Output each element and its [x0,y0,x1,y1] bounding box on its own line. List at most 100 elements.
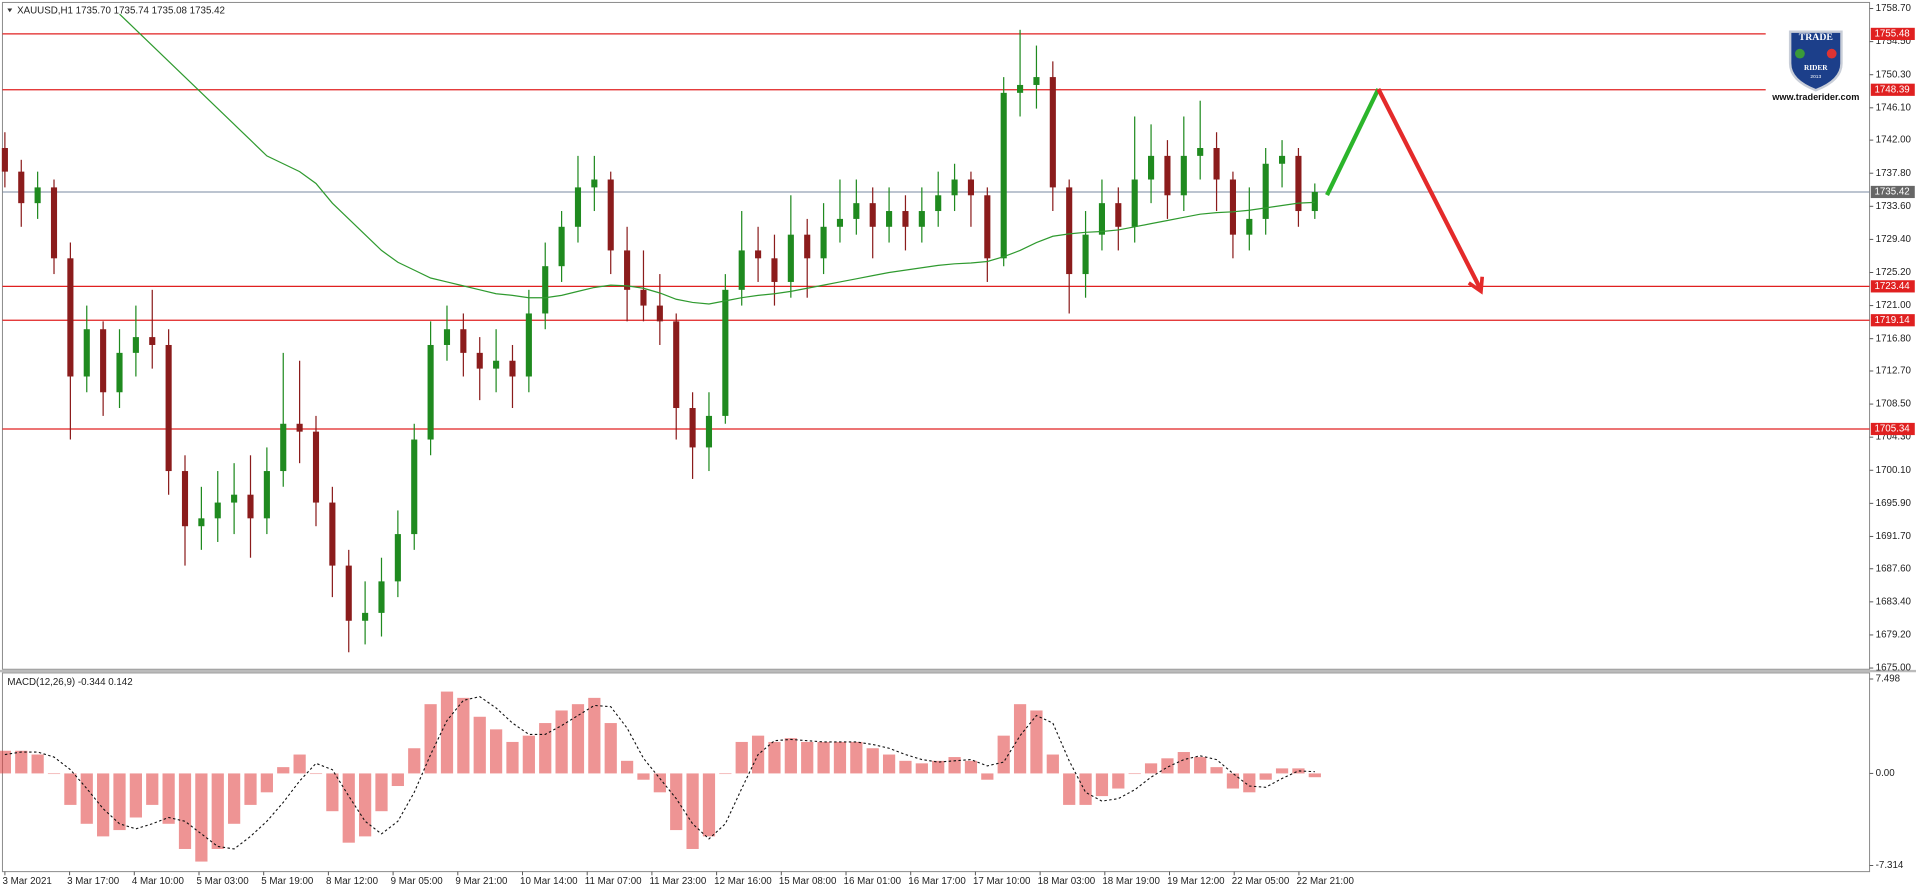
y-tick-label: 1700.10 [1876,465,1912,476]
candle-body [116,352,123,393]
macd-bar [113,773,126,831]
macd-bar [162,773,175,824]
y-tick-label: 0.00 [1876,768,1896,779]
candle-body [214,502,221,519]
macd-bar [981,773,994,780]
macd-bar [129,773,142,818]
candle-body [83,329,90,377]
macd-bar [97,773,110,837]
candle-body [820,226,827,259]
candle-body [411,439,418,535]
candle-body [1,147,8,172]
macd-bar [375,773,388,812]
candle-body [100,329,107,393]
level-tag [1870,280,1915,293]
projection-down [1376,88,1482,289]
macd-bar [1161,758,1174,774]
candle-body [1262,163,1269,219]
candle-body [181,471,189,527]
candle-body [329,502,336,566]
logo-dot [1795,48,1805,59]
candle-body [967,179,975,196]
x-tick-label: 19 Mar 12:00 [1167,876,1225,887]
candle-body [1131,179,1138,227]
macd-bar [866,748,879,774]
candle-body [1180,155,1187,196]
macd-bar [571,704,585,774]
macd-bar [1308,773,1321,778]
macd-bar [1243,773,1256,793]
macd-bar [899,760,912,774]
candle-body [50,187,58,259]
x-tick-label: 16 Mar 01:00 [844,876,902,887]
candle-body [542,266,549,314]
macd-bar [457,697,470,774]
macd-bar [964,760,978,774]
candle-body [132,337,139,353]
x-tick-label: 18 Mar 03:00 [1038,876,1096,887]
y-tick-label: 1704.30 [1876,432,1912,443]
candle-body [1229,179,1236,235]
macd-bar [1177,752,1190,774]
candle-body [1115,203,1122,227]
logo: TRADE RIDER 2013 www.traderider.com [1765,21,1869,108]
candle-body [198,518,205,527]
macd-title: MACD(12,26,9) -0.344 0.142 [7,677,132,688]
candle-body [231,494,238,503]
level-tag [1870,314,1915,327]
level-tag [1870,422,1915,436]
candle-body [345,565,352,621]
x-tick-label: 16 Mar 17:00 [908,876,966,887]
candle-body [1049,77,1056,188]
y-tick-label: 1679.20 [1876,630,1912,641]
y-tick-label: 1758.70 [1876,3,1912,14]
macd-bar [1292,768,1305,774]
macd-bar [64,773,77,805]
macd-bar [195,773,208,862]
logo-url: www.traderider.com [1771,92,1859,102]
candle-body [689,408,696,448]
macd-bar [31,754,44,774]
candle-body [1066,187,1073,275]
plot-layer: 1758.70 1754.50 1750.30 1746.10 1742.00 1737.… [0,3,1915,887]
x-tick-label: 5 Mar 03:00 [197,876,250,887]
candle-body [427,344,434,440]
x-tick-label: 17 Mar 10:00 [973,876,1031,887]
candle-body [804,234,811,259]
macd-bar [948,757,961,774]
candle-body [574,187,582,227]
macd-bar [653,773,666,793]
candle-body [1082,234,1089,275]
macd-bar [1013,704,1027,774]
logo-dot [1826,48,1837,59]
x-tick-label: 22 Mar 21:00 [1296,876,1354,887]
macd-bar [391,773,404,787]
candle-body [853,203,860,219]
x-tick-label: 11 Mar 07:00 [585,876,642,887]
macd-bar [473,716,486,774]
y-tick-label: 1721.00 [1876,300,1912,311]
macd-bar [359,773,372,837]
logo-bottom: RIDER [1804,63,1828,72]
candle-body [869,203,876,227]
y-tick-label: 1754.50 [1876,36,1912,47]
candle-body [673,321,680,409]
signal-line [4,696,1315,850]
projection-up [1325,88,1381,196]
macd-bar [817,741,830,774]
level-tag [1870,27,1915,41]
candle-body [705,415,713,448]
macd-bar [489,729,503,774]
x-tick-label: 3 Mar 2021 [2,876,51,887]
candle-body [1279,155,1286,164]
x-tick-label: 15 Mar 08:00 [779,876,837,887]
candle-body [296,423,303,432]
macd-bar [997,735,1010,774]
candle-body [165,344,172,472]
macd-bar [1259,773,1272,780]
candle-body [984,195,991,259]
candle-body [263,471,270,519]
candle-body [951,179,958,196]
candle-body [378,581,385,613]
